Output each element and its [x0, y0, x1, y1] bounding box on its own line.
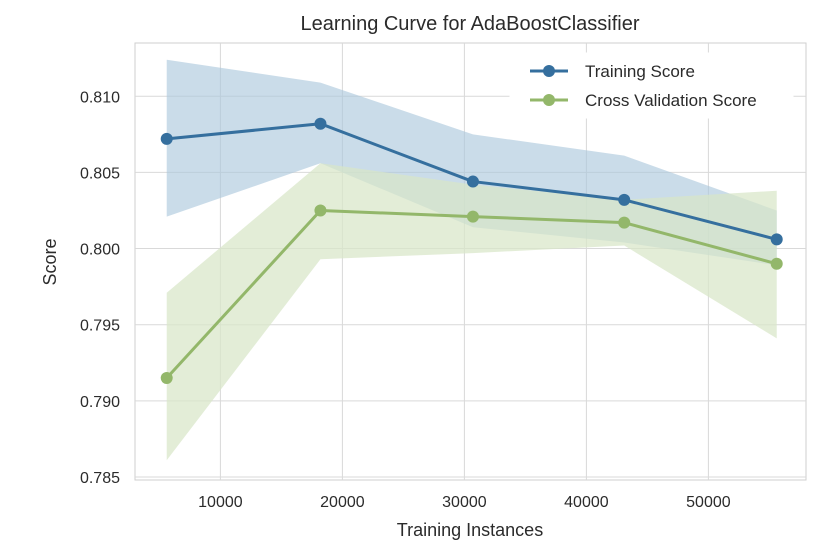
legend-label-training-score: Training Score: [585, 62, 695, 81]
y-tick-label: 0.800: [80, 242, 120, 259]
x-tick-label: 20000: [320, 494, 365, 511]
x-tick-label: 50000: [686, 494, 731, 511]
x-tick-label: 10000: [198, 494, 243, 511]
training-score-point: [466, 175, 479, 188]
cross-validation-score-band: [166, 163, 777, 461]
series-points: [160, 117, 783, 384]
confidence-bands: [166, 59, 777, 461]
legend-box: [509, 52, 794, 119]
x-tick-label: 30000: [442, 494, 487, 511]
legend-marker-cross-validation-score: [543, 94, 555, 106]
y-tick-label: 0.805: [80, 165, 120, 182]
cross-validation-score-point: [160, 371, 173, 384]
cross-validation-score-point: [618, 216, 631, 229]
y-axis-label: Score: [40, 238, 60, 285]
x-tick-label: 40000: [564, 494, 609, 511]
cross-validation-score-point: [314, 204, 327, 217]
training-score-point: [314, 117, 327, 130]
legend: Training Score Cross Validation Score: [509, 52, 794, 119]
y-tick-label: 0.790: [80, 394, 120, 411]
y-tick-label: 0.785: [80, 470, 120, 487]
cross-validation-score-point: [466, 210, 479, 223]
training-score-point: [160, 132, 173, 145]
y-tick-label: 0.810: [80, 89, 120, 106]
legend-marker-training-score: [543, 65, 555, 77]
training-score-point: [770, 233, 783, 246]
x-axis-label: Training Instances: [397, 520, 543, 540]
training-score-point: [618, 193, 631, 206]
y-tick-label: 0.795: [80, 318, 120, 335]
legend-label-cross-validation-score: Cross Validation Score: [585, 91, 757, 110]
cross-validation-score-point: [770, 257, 783, 270]
tick-labels: 10000 20000 30000 40000 50000 0.785 0.790 0.795…: [80, 89, 731, 511]
chart-title: Learning Curve for AdaBoostClassifier: [300, 13, 639, 35]
